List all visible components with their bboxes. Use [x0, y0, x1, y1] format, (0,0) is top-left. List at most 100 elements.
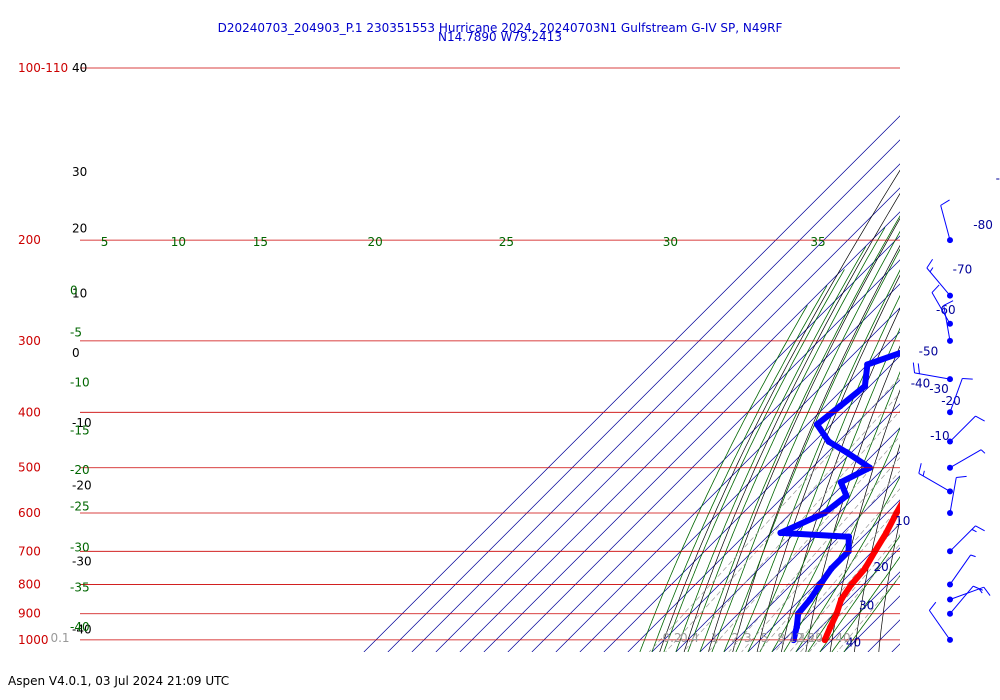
mixing-ratio-line [682, 410, 900, 652]
wind-barb-flag [970, 554, 976, 558]
mixing-ratio-line [665, 392, 900, 652]
wind-barb-staff [949, 378, 963, 413]
moist-adiabat-line [663, 269, 845, 652]
wind-barb [947, 449, 986, 471]
dry-adiabat-line [708, 217, 900, 652]
isotherm-line [531, 283, 900, 652]
moist-adiabat-line [819, 535, 900, 652]
wind-barb-flag [940, 199, 950, 206]
moist-adiabat-line [699, 215, 900, 652]
isotherm-label: 10 [895, 514, 910, 528]
moist-adiabat-line [651, 285, 828, 652]
dewpoint-trace-point [861, 382, 869, 390]
isotherm-line [555, 307, 900, 652]
moist-adiabat-line [783, 427, 900, 652]
dry-adiabat-line [976, 68, 1000, 652]
wind-barb [947, 475, 967, 517]
dewpoint-trace-point [806, 596, 814, 603]
wind-barb-staff [949, 449, 982, 469]
wind-barb-staff [940, 205, 951, 241]
temp-left-label: 30 [72, 165, 87, 179]
moist-adiabat-label: 5 [101, 235, 109, 249]
wind-barb-staff [949, 477, 957, 514]
isotherm-label: -80 [973, 218, 993, 232]
isotherm-line [675, 427, 900, 652]
isotherm-line [795, 547, 900, 652]
mixing-ratio-line [789, 521, 900, 652]
moist-left-label: -10 [70, 376, 90, 390]
moist-left-label: -30 [70, 541, 90, 555]
dewpoint-trace-point [864, 361, 871, 368]
temperature-trace-point [837, 596, 845, 603]
pressure-label: 700 [18, 544, 41, 558]
wind-barb-staff [926, 267, 951, 296]
mixing-ratio-line [774, 505, 900, 652]
wind-barb-staff [928, 610, 951, 641]
dewpoint-trace-point [777, 529, 784, 537]
wind-barb [943, 300, 954, 344]
mixing-ratio-line [707, 435, 900, 652]
wind-barb [928, 601, 953, 643]
moist-adiabat-line [795, 476, 900, 652]
isotherm-line [483, 235, 900, 652]
wind-barb [926, 258, 953, 299]
isotherm-line [507, 259, 900, 652]
mixing-ratio-label: 20 [808, 631, 823, 645]
isotherm-line [459, 211, 900, 652]
chart-title-line2: N14.7890 W79.2413 [438, 30, 562, 44]
wind-barb [918, 463, 953, 495]
temp-left-label: 10 [72, 287, 87, 301]
mixing-ratio-label: 0.2 [663, 631, 682, 645]
isotherm-label: -40 [911, 376, 931, 390]
isotherm-label: -50 [919, 344, 939, 358]
wind-barb-flag [922, 470, 925, 477]
dewpoint-trace-point [845, 533, 852, 540]
wind-barb-flag [928, 601, 937, 611]
wind-barb-flag [917, 363, 920, 374]
moist-adiabat-line [747, 294, 900, 652]
moist-left-label: -35 [70, 581, 90, 595]
mixing-ratio-label: 40 [835, 631, 850, 645]
moist-adiabat-label: 30 [663, 235, 678, 249]
wind-barb-flag [926, 258, 934, 269]
dewpoint-trace-point [813, 421, 821, 428]
wind-barb [947, 377, 973, 416]
dry-adiabat-line [878, 518, 900, 652]
dry-adiabat-line [683, 192, 900, 652]
wind-barb [947, 554, 976, 588]
temp-left-label: 0 [72, 346, 80, 360]
wind-barb-flag [972, 585, 983, 591]
moist-adiabat-line [831, 556, 900, 652]
dry-adiabat-line [854, 443, 900, 652]
isotherm-line [411, 163, 900, 652]
dewpoint-trace-point [908, 346, 914, 352]
moist-adiabat-line [843, 574, 900, 652]
moist-adiabat-line [711, 230, 900, 652]
pressure-label: 300 [18, 334, 41, 348]
dewpoint-trace-point [843, 492, 850, 500]
chart-title-line1: D20240703_204903_P.1 230351553 Hurricane… [217, 21, 783, 35]
moist-left-label: -15 [70, 423, 90, 437]
moist-adiabat-label: 35 [810, 235, 825, 249]
wind-barb [931, 284, 953, 327]
wind-barb-flag [971, 528, 977, 533]
moist-adiabat-line [735, 269, 900, 652]
temperature-trace-point [979, 338, 985, 344]
mixing-ratio-line [800, 533, 900, 652]
temp-left-label: -10 [72, 416, 92, 430]
mixing-ratio-label: 1 [711, 631, 719, 645]
wind-barb-flag [978, 588, 983, 594]
isotherm-label: 20 [873, 560, 888, 574]
dewpoint-trace-point [942, 272, 948, 278]
dry-adiabat-line [781, 307, 900, 652]
wind-barb-staff [949, 585, 974, 615]
wind-barb-staff [931, 292, 951, 324]
dewpoint-trace-point [837, 402, 844, 410]
isotherm-line [723, 475, 900, 652]
mixing-ratio-line [741, 470, 900, 652]
moist-adiabat-line [639, 305, 808, 652]
pressure-label: 200 [18, 233, 41, 247]
mixing-ratio-label: 2 [731, 631, 739, 645]
mixing-ratio-label: 16 [799, 631, 814, 645]
